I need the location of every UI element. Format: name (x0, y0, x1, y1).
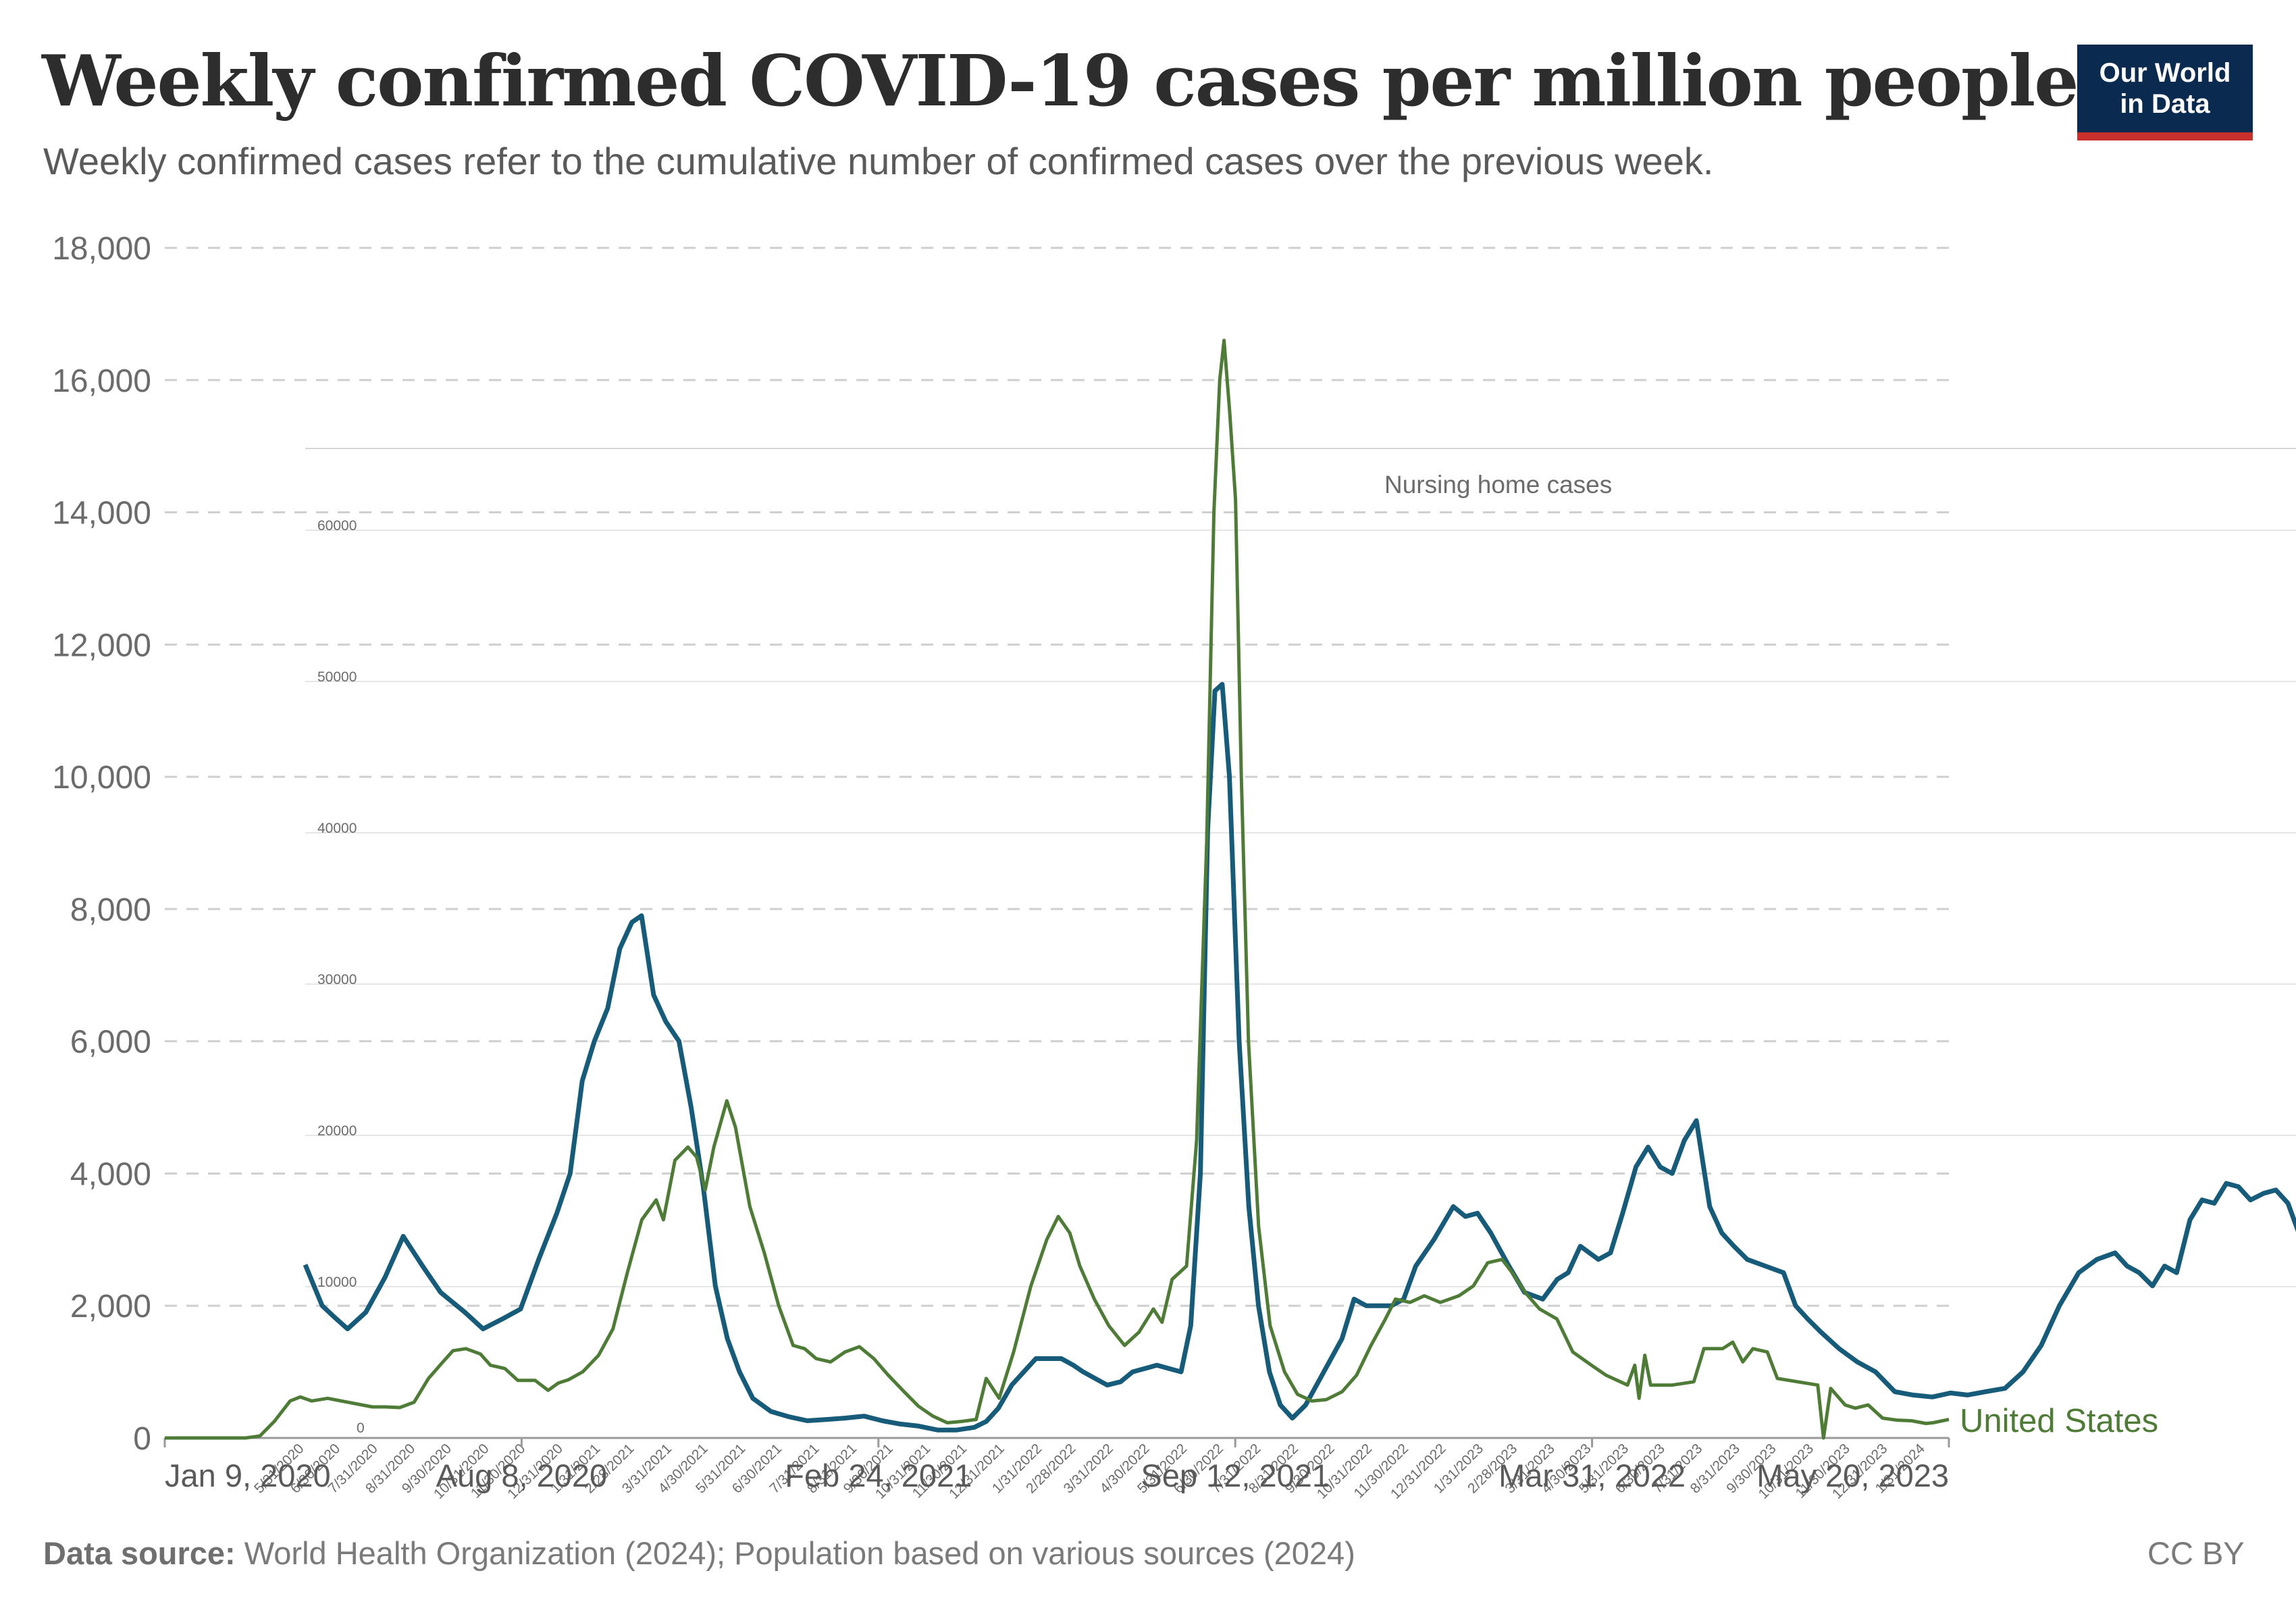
main-grid (165, 247, 1949, 1439)
main-y-tick-label: 10,000 (52, 760, 151, 796)
owid-logo[interactable]: Our World in Data (2077, 45, 2253, 140)
data-source-text: World Health Organization (2024); Popula… (244, 1535, 1355, 1571)
inset-y-tick-label: 0 (357, 1420, 365, 1436)
data-source-label: Data source: (43, 1535, 236, 1571)
inset-y-tick-label: 30000 (317, 972, 357, 987)
inset-title: Nursing home cases (1384, 471, 1612, 498)
inset-grid (305, 448, 2296, 1287)
inset-y-axis: 0 10000 20000 30000 40000 50000 60000 (317, 518, 365, 1436)
data-source: Data source: World Health Organization (… (43, 1535, 1355, 1572)
series-layer (165, 338, 2296, 1440)
inset-y-tick-label: 10000 (317, 1275, 357, 1290)
series-label-united-states: United States (1960, 1403, 2158, 1439)
main-y-tick-label: 4,000 (70, 1156, 151, 1192)
inset-y-tick-label: 40000 (317, 821, 357, 836)
inset-y-tick-label: 20000 (317, 1123, 357, 1139)
logo-line-1: Our World (2099, 58, 2231, 88)
series-line-nursing-home (303, 681, 2296, 1433)
main-y-tick-label: 8,000 (70, 892, 151, 928)
main-y-tick-label: 14,000 (52, 496, 151, 532)
main-x-tick-label: May 20, 2023 (1756, 1458, 1949, 1493)
main-y-tick-label: 0 (133, 1421, 151, 1457)
main-x-tick-label: Jan 9, 2020 (165, 1458, 331, 1493)
chart-subtitle: Weekly confirmed cases refer to the cumu… (43, 140, 1714, 182)
main-y-tick-label: 12,000 (52, 627, 151, 663)
main-x-axis: Jan 9, 2020 Aug 8, 2020 Feb 24, 2021 Sep 12… (163, 1438, 1950, 1493)
inset-y-tick-label: 50000 (317, 669, 357, 685)
logo-line-2: in Data (2120, 89, 2210, 119)
main-y-tick-label: 16,000 (52, 363, 151, 399)
main-x-tick-label: Aug 8, 2020 (436, 1458, 608, 1493)
license-link[interactable]: CC BY (2147, 1535, 2245, 1571)
main-y-tick-label: 2,000 (70, 1289, 151, 1324)
main-y-tick-label: 18,000 (52, 231, 151, 267)
chart-title: Weekly confirmed COVID-19 cases per mill… (42, 39, 2079, 122)
inset-y-tick-label: 60000 (317, 518, 357, 534)
series-line-united-states (165, 338, 1950, 1440)
main-x-tick-label: Sep 12, 2021 (1141, 1458, 1330, 1493)
main-x-tick-label: Mar 31, 2022 (1498, 1458, 1686, 1493)
main-x-tick-label: Feb 24, 2021 (785, 1458, 972, 1493)
main-y-tick-label: 6,000 (70, 1025, 151, 1060)
main-y-axis: 0 2,000 4,000 6,000 8,000 10,000 12,000 14,000 1… (52, 231, 151, 1457)
